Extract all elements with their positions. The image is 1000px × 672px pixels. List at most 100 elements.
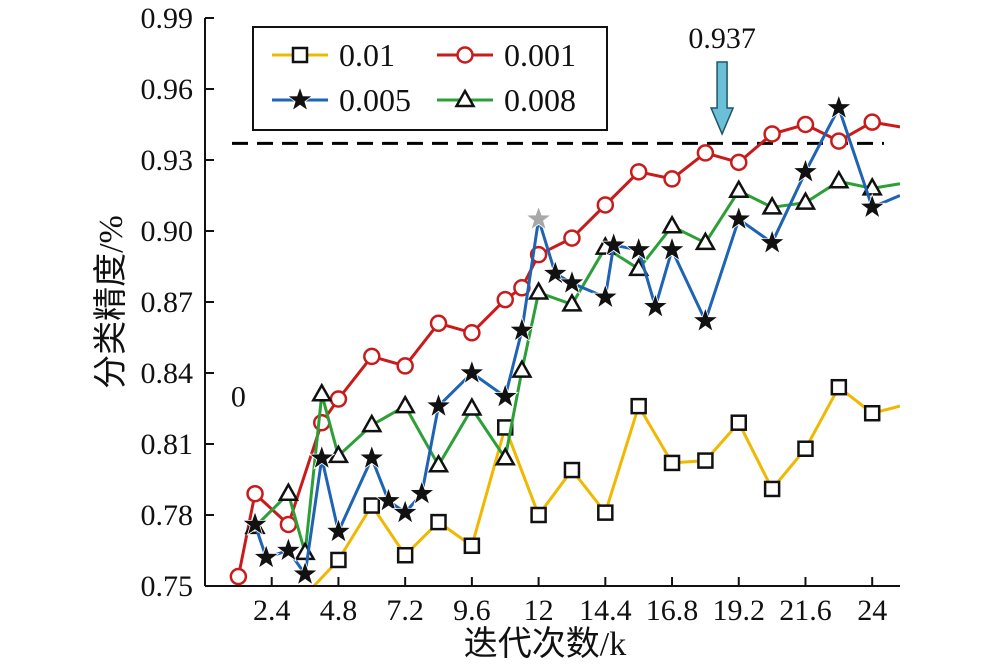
legend-marker: [456, 46, 474, 64]
data-point: [463, 324, 481, 342]
data-point: [763, 125, 781, 143]
data-point: [691, 306, 719, 333]
data-point: [830, 132, 848, 150]
legend-marker: [291, 46, 309, 64]
data-point: [363, 497, 381, 514]
data-point: [427, 453, 450, 473]
data-point: [291, 559, 319, 586]
data-point: [361, 413, 383, 433]
data-point: [596, 196, 615, 214]
data-point: [463, 537, 481, 555]
data-point: [663, 454, 681, 472]
data-point: [563, 229, 581, 247]
data-point: [630, 397, 647, 415]
data-point: [391, 498, 419, 525]
data-point: [491, 382, 519, 409]
data-point: [561, 292, 583, 312]
data-point: [558, 268, 586, 295]
y-axis-ticks: 0.75 0.78 0.81 0.84 0.87 0.90 0.93 0.96 0.99: [141, 2, 214, 603]
data-point: [825, 93, 853, 120]
data-point: [311, 382, 333, 402]
y-tick-label: 0.78: [141, 499, 194, 532]
y-tick-label: 0.75: [141, 570, 194, 603]
legend: 0.01 0.001 0.005 0.008: [252, 26, 608, 131]
data-point: [329, 390, 348, 408]
y-tick-label: 0.96: [141, 73, 194, 106]
data-point: [697, 452, 714, 469]
data-point: [530, 506, 547, 524]
y-tick-label: 0.81: [141, 428, 194, 461]
data-point: [494, 446, 516, 466]
legend-item-0.001: 0.001: [437, 37, 576, 73]
data-point: [374, 486, 402, 513]
data-point: [796, 115, 815, 134]
x-tick-label: 14.4: [579, 594, 632, 627]
data-point: [863, 113, 881, 131]
data-point: [308, 443, 336, 470]
series-0.001: [229, 113, 900, 586]
plot-area: [229, 93, 900, 602]
x-tick-label: 9.6: [453, 594, 491, 627]
data-point: [461, 396, 483, 416]
data-point: [641, 292, 669, 319]
data-point: [758, 228, 786, 255]
data-point: [277, 482, 300, 501]
data-point: [763, 480, 781, 498]
data-point: [830, 378, 848, 396]
legend-label: 0.008: [504, 82, 576, 118]
data-point: [396, 357, 414, 375]
data-point: [625, 235, 653, 262]
data-point: [730, 414, 748, 431]
data-point: [761, 195, 783, 215]
data-point: [279, 515, 298, 534]
data-point: [430, 513, 447, 531]
data-point: [496, 290, 514, 309]
data-point: [458, 358, 486, 385]
y-axis-title: 分类精度/%: [92, 215, 130, 389]
data-point: [252, 543, 280, 570]
data-point: [791, 157, 819, 184]
y-axis-title-group: 分类精度/%: [92, 215, 130, 389]
data-point: [858, 193, 886, 219]
data-point: [730, 153, 748, 172]
data-point: [563, 461, 581, 479]
data-point: [696, 144, 715, 162]
data-point: [863, 404, 881, 422]
y-tick-label: 0.99: [141, 2, 194, 35]
x-tick-label: 4.8: [320, 594, 358, 627]
data-point: [330, 551, 347, 569]
data-point: [663, 170, 681, 188]
data-point: [241, 510, 269, 536]
data-point: [797, 440, 814, 457]
x-axis-ticks: 2.4 4.8 7.2 9.6 12 14.4 16.8 19.2 21.6 24: [253, 577, 887, 627]
legend-item-0.01: 0.01: [272, 37, 395, 73]
data-point: [396, 546, 414, 564]
series-0.005: [241, 93, 900, 586]
y-tick-label: 0.87: [141, 286, 194, 319]
annotation-zero: 0: [231, 381, 246, 414]
data-point: [425, 391, 453, 418]
data-point: [394, 394, 416, 414]
y-tick-label: 0.90: [141, 215, 194, 248]
data-point: [658, 235, 686, 262]
data-point: [661, 214, 683, 234]
legend-label: 0.01: [339, 37, 395, 73]
data-point: [597, 504, 614, 521]
x-tick-label: 21.6: [779, 594, 832, 627]
series-layer: [229, 93, 900, 602]
data-point: [600, 230, 628, 257]
data-point: [828, 169, 850, 189]
data-point: [541, 259, 569, 286]
data-point: [429, 314, 448, 333]
data-point: [274, 536, 302, 562]
data-point: [246, 484, 264, 503]
x-axis-title: 迭代次数/k: [464, 625, 626, 663]
x-tick-label: 24: [857, 594, 887, 627]
legend-marker: [286, 85, 314, 112]
y-tick-label: 0.93: [141, 144, 194, 177]
legend-item-0.005: 0.005: [272, 82, 411, 118]
data-point: [728, 179, 750, 199]
data-point: [298, 588, 312, 602]
series-line-0.001: [236, 120, 900, 577]
